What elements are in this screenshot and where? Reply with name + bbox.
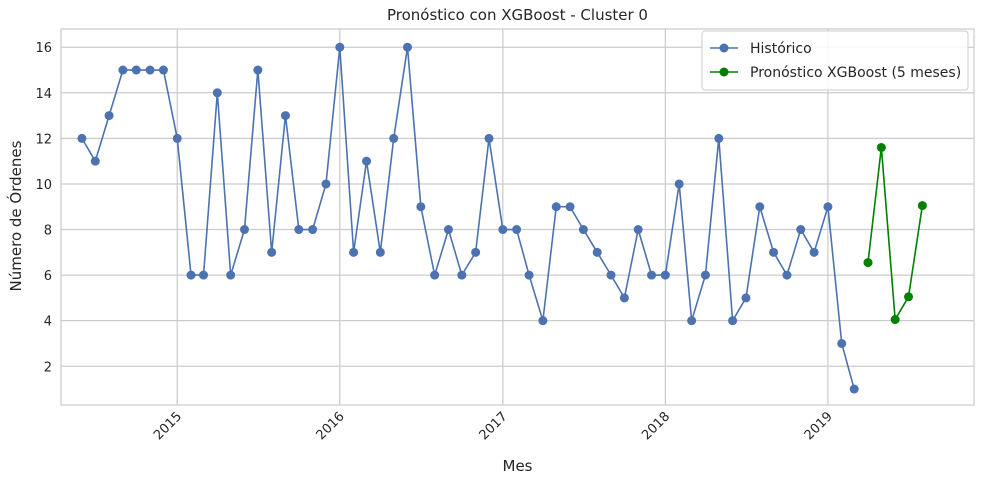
data-point bbox=[335, 42, 345, 52]
data-point bbox=[118, 65, 128, 75]
data-point bbox=[239, 225, 249, 235]
data-point bbox=[769, 247, 779, 257]
data-point bbox=[131, 65, 141, 75]
data-point bbox=[321, 179, 331, 189]
y-tick-label: 16 bbox=[35, 41, 52, 56]
data-point bbox=[714, 133, 724, 143]
data-point bbox=[471, 247, 481, 257]
data-point bbox=[267, 247, 277, 257]
y-tick-label: 12 bbox=[35, 132, 52, 147]
data-point bbox=[565, 202, 575, 212]
data-point bbox=[199, 270, 209, 280]
data-point bbox=[498, 225, 508, 235]
data-point bbox=[551, 202, 561, 212]
data-point bbox=[823, 202, 833, 212]
data-point bbox=[430, 270, 440, 280]
y-tick-label: 6 bbox=[44, 269, 52, 284]
y-tick-label: 10 bbox=[35, 178, 52, 193]
data-point bbox=[741, 293, 751, 303]
data-point bbox=[226, 270, 236, 280]
y-tick-label: 14 bbox=[35, 87, 52, 102]
data-point bbox=[280, 111, 290, 121]
data-point bbox=[700, 270, 710, 280]
data-point bbox=[524, 270, 534, 280]
data-point bbox=[349, 247, 359, 257]
data-point bbox=[592, 247, 602, 257]
legend-marker-pronostico bbox=[719, 67, 729, 77]
data-point bbox=[104, 111, 114, 121]
series-layer bbox=[77, 42, 927, 394]
data-point bbox=[443, 225, 453, 235]
data-point bbox=[849, 384, 859, 394]
data-point bbox=[837, 338, 847, 348]
legend-label-pronostico: Pronóstico XGBoost (5 meses) bbox=[750, 65, 961, 81]
legend-label-historico: Histórico bbox=[750, 41, 812, 57]
data-point bbox=[457, 270, 467, 280]
data-point bbox=[606, 270, 616, 280]
series-line bbox=[81, 46, 855, 390]
data-point bbox=[674, 179, 684, 189]
data-point bbox=[294, 225, 304, 235]
data-point bbox=[389, 133, 399, 143]
data-point bbox=[416, 202, 426, 212]
data-point bbox=[809, 247, 819, 257]
x-axis-title: Mes bbox=[503, 457, 533, 475]
plot-frame bbox=[60, 28, 975, 406]
data-point bbox=[619, 293, 629, 303]
data-point bbox=[402, 42, 412, 52]
data-point bbox=[362, 156, 372, 166]
data-point bbox=[782, 270, 792, 280]
data-point bbox=[253, 65, 263, 75]
data-point bbox=[863, 258, 873, 268]
data-point bbox=[158, 65, 168, 75]
data-point bbox=[647, 270, 657, 280]
data-point bbox=[660, 270, 670, 280]
data-point bbox=[77, 133, 87, 143]
data-point bbox=[917, 201, 927, 211]
data-point bbox=[687, 316, 697, 326]
data-point bbox=[512, 225, 522, 235]
data-point bbox=[375, 247, 385, 257]
data-point bbox=[796, 225, 806, 235]
legend: Histórico Pronóstico XGBoost (5 meses) bbox=[701, 30, 969, 91]
data-point bbox=[755, 202, 765, 212]
data-point bbox=[876, 142, 886, 152]
grid bbox=[61, 29, 974, 405]
data-point bbox=[212, 88, 222, 98]
data-point bbox=[145, 65, 155, 75]
y-tick-label: 2 bbox=[44, 360, 52, 375]
data-point bbox=[578, 225, 588, 235]
data-point bbox=[728, 316, 738, 326]
data-point bbox=[90, 156, 100, 166]
series-pronostico bbox=[863, 142, 927, 325]
data-point bbox=[904, 292, 914, 302]
data-point bbox=[484, 133, 494, 143]
data-point bbox=[172, 133, 182, 143]
data-point bbox=[633, 225, 643, 235]
data-point bbox=[308, 225, 318, 235]
legend-box bbox=[701, 30, 969, 91]
y-tick-label: 8 bbox=[44, 224, 52, 239]
data-point bbox=[186, 270, 196, 280]
chart-title: Pronóstico con XGBoost - Cluster 0 bbox=[387, 6, 648, 24]
y-axis-title: Número de Órdenes bbox=[6, 140, 25, 291]
series-historico bbox=[77, 42, 859, 394]
data-point bbox=[538, 316, 548, 326]
data-point bbox=[890, 315, 900, 325]
legend-marker-historico bbox=[719, 43, 729, 53]
y-tick-label: 4 bbox=[44, 315, 52, 330]
y-axis: 2 4 6 8 10 12 14 16 bbox=[35, 41, 52, 375]
